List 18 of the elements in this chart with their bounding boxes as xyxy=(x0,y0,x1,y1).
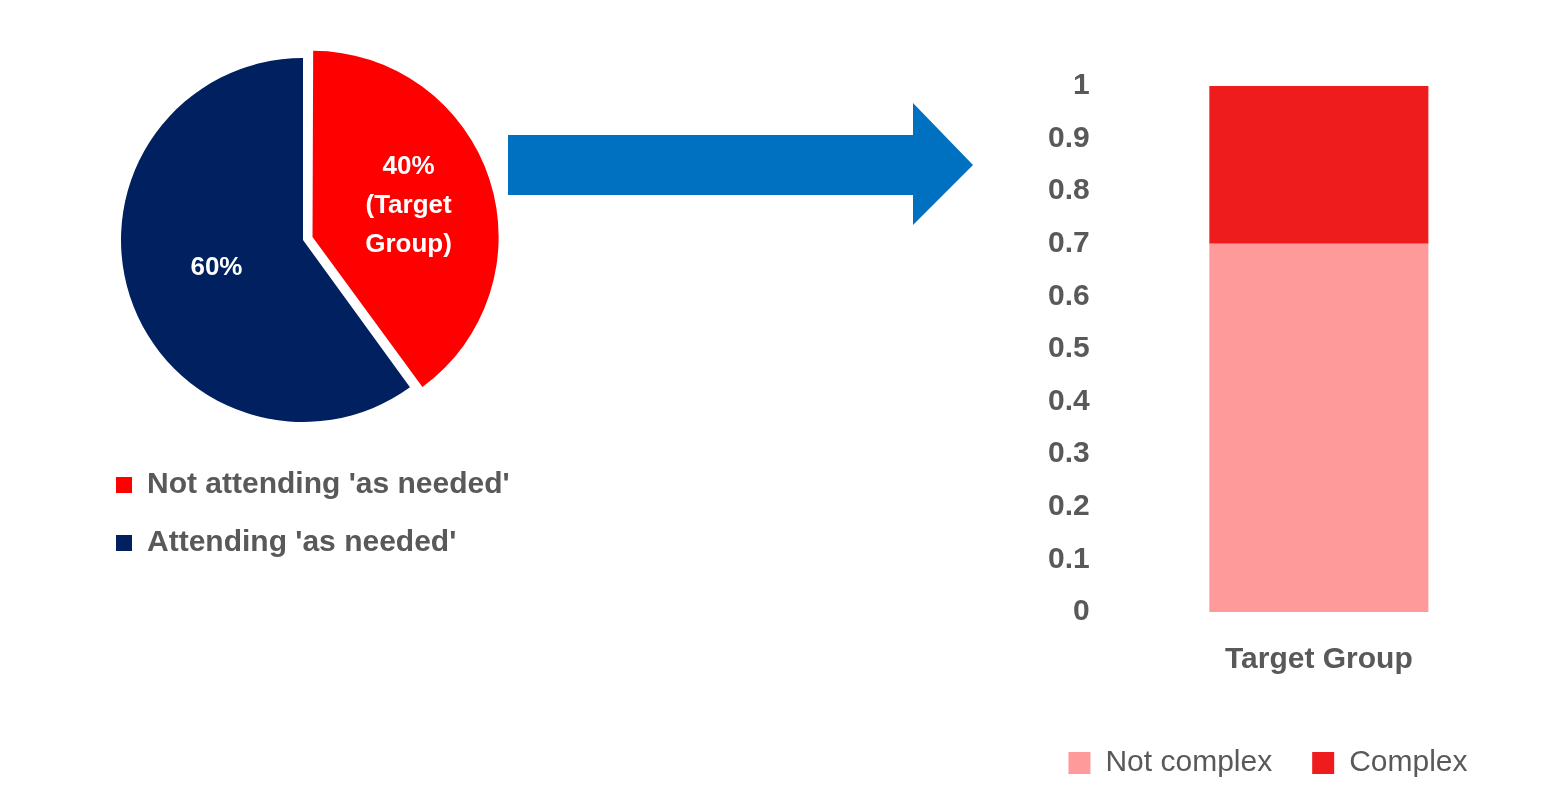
data-label: 40% (Target Group) xyxy=(365,149,452,258)
legend-label: Not attending 'as needed' xyxy=(147,466,510,500)
y-tick-label: 1 xyxy=(1073,67,1090,101)
y-tick-label: 0.8 xyxy=(1047,172,1090,206)
y-tick-label: 0 xyxy=(1073,593,1090,627)
legend-label: Attending 'as needed' xyxy=(147,524,457,558)
legend-label: Complex xyxy=(1349,744,1468,778)
y-tick-label: 0.9 xyxy=(1047,119,1090,153)
y-tick-label: 0.5 xyxy=(1047,330,1090,364)
x-tick-label: Target Group xyxy=(1224,641,1413,675)
y-tick-label: 0.7 xyxy=(1047,225,1090,259)
y-tick-label: 0.6 xyxy=(1047,277,1090,311)
y-tick-label: 0.4 xyxy=(1047,382,1090,416)
y-tick-label: 0.3 xyxy=(1047,435,1090,469)
y-tick-label: 0.2 xyxy=(1047,488,1090,522)
y-tick-label: 0.1 xyxy=(1047,540,1090,574)
data-label: 60% xyxy=(190,251,243,282)
legend-label: Not complex xyxy=(1105,744,1273,778)
